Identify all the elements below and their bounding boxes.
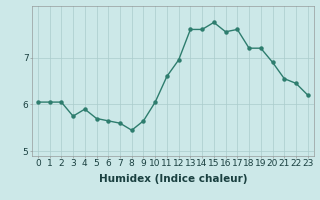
X-axis label: Humidex (Indice chaleur): Humidex (Indice chaleur) <box>99 174 247 184</box>
